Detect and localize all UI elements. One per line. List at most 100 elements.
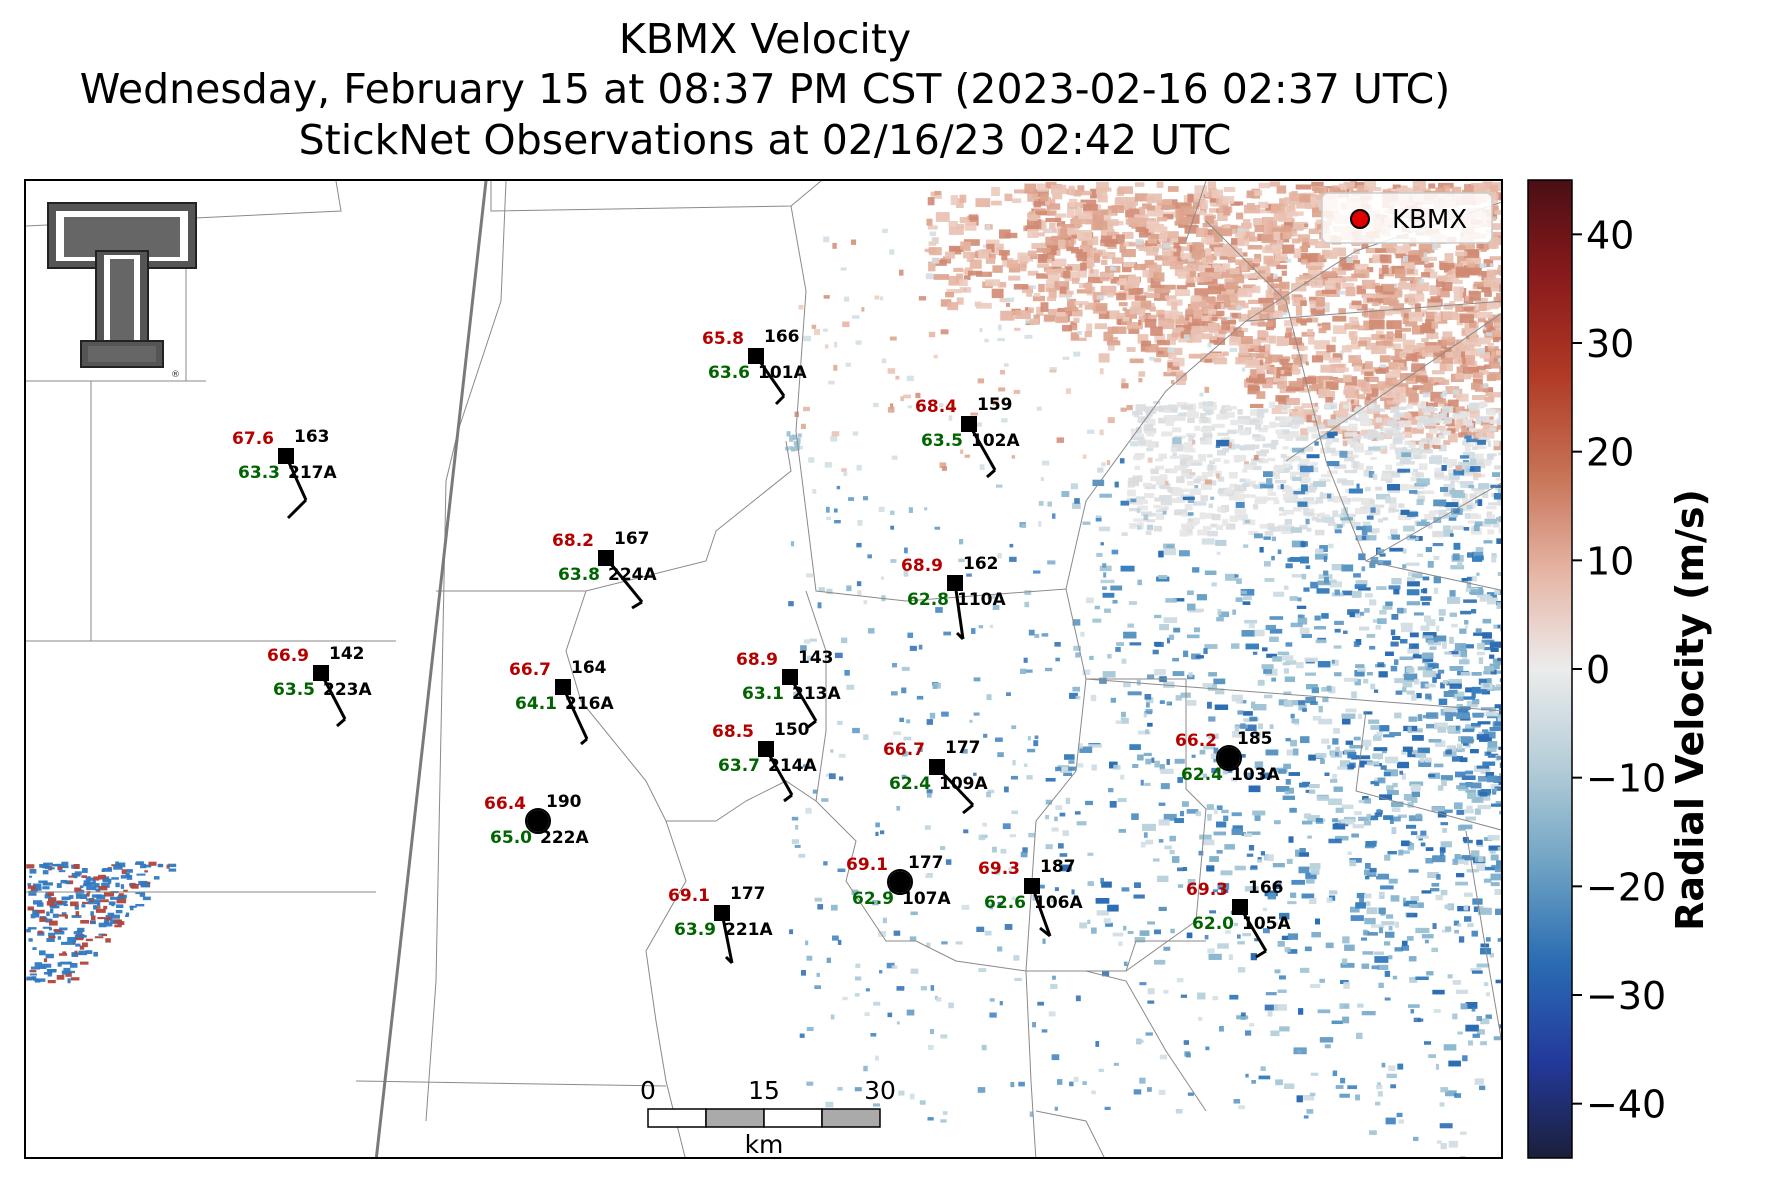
station-temperature: 69.3 (1186, 880, 1228, 900)
station-temperature: 68.2 (552, 531, 594, 551)
station-temperature: 66.2 (1175, 731, 1217, 751)
station-id: 110A (957, 590, 1006, 610)
station-110A[interactable]: 68.9 162 62.8 110A (901, 554, 1006, 641)
station-dewpoint: 62.9 (852, 889, 894, 909)
scale-tick-15: 15 (748, 1076, 780, 1105)
colorbar-tick-label: 30 (1586, 322, 1634, 366)
station-temperature: 67.6 (232, 429, 274, 449)
station-marker-square (555, 679, 571, 695)
station-dewpoint: 62.4 (1181, 765, 1223, 785)
station-dewpoint: 63.9 (674, 920, 716, 940)
title-line-2: Wednesday, February 15 at 08:37 PM CST (… (79, 65, 1451, 113)
station-marker-square (782, 669, 798, 685)
station-temperature: 68.9 (736, 650, 778, 670)
title-line-3: StickNet Observations at 02/16/23 02:42 … (298, 116, 1232, 164)
station-pressure: 164 (571, 658, 607, 678)
station-pressure: 150 (774, 720, 810, 740)
station-224A[interactable]: 68.2 167 63.8 224A (552, 529, 657, 610)
state-boundary (374, 181, 488, 1157)
station-105A[interactable]: 69.3 166 62.0 105A (1186, 878, 1291, 959)
wind-barb-flag (631, 600, 643, 610)
station-101A[interactable]: 65.8 166 63.6 101A (702, 327, 807, 406)
station-dewpoint: 62.8 (907, 590, 949, 610)
station-marker-circle (527, 810, 549, 832)
wind-barb-flag (986, 468, 996, 479)
wind-barb-flag (962, 803, 974, 815)
station-pressure: 163 (294, 427, 330, 447)
map-panel[interactable]: ® 65.8 166 63.6 101A 68.4 159 63.5 102A 67.6 163 6… (24, 179, 1503, 1159)
station-dewpoint: 63.5 (273, 680, 315, 700)
station-217A[interactable]: 67.6 163 63.3 217A (232, 427, 337, 520)
scale-tick-0: 0 (640, 1076, 656, 1105)
wind-barb-flag (580, 737, 588, 746)
station-temperature: 66.7 (883, 740, 925, 760)
station-pressure: 159 (977, 395, 1013, 415)
station-222A[interactable]: 66.4 190 65.0 222A (484, 792, 589, 848)
station-id: 217A (288, 463, 337, 483)
station-id: 213A (792, 684, 841, 704)
station-temperature: 66.7 (509, 660, 551, 680)
station-pressure: 177 (908, 853, 944, 873)
station-marker-square (1024, 878, 1040, 894)
station-id: 107A (902, 889, 951, 909)
wind-barb-flag (724, 955, 734, 965)
station-106A[interactable]: 69.3 187 62.6 106A (978, 857, 1083, 938)
station-pressure: 162 (963, 554, 999, 574)
sticknet-stations: 65.8 166 63.6 101A 68.4 159 63.5 102A 67.6 163 63.… (232, 327, 1291, 965)
colorbar-tick-label: 10 (1586, 539, 1634, 583)
station-id: 216A (565, 694, 614, 714)
station-id: 102A (971, 431, 1020, 451)
station-id: 101A (758, 363, 807, 383)
station-107A[interactable]: 69.1 177 62.9 107A (846, 853, 951, 909)
station-marker-square (961, 416, 977, 432)
wind-barb-flag (774, 394, 786, 406)
station-marker-square (1232, 899, 1248, 915)
station-pressure: 190 (546, 792, 582, 812)
station-102A[interactable]: 68.4 159 63.5 102A (915, 395, 1020, 479)
station-pressure: 167 (614, 529, 650, 549)
scale-tick-30: 30 (864, 1076, 896, 1105)
station-id: 224A (608, 565, 657, 585)
legend-kbmx-marker (1350, 209, 1370, 229)
wind-barb-flag (783, 793, 793, 803)
station-marker-circle (1218, 747, 1240, 769)
station-marker-square (313, 665, 329, 681)
wind-barb-flag (955, 631, 965, 641)
station-109A[interactable]: 66.7 177 62.4 109A (883, 738, 988, 815)
station-pressure: 166 (1248, 878, 1284, 898)
station-221A[interactable]: 69.1 177 63.9 221A (668, 884, 773, 965)
ttu-logo-icon: ® (47, 202, 197, 380)
station-marker-square (758, 741, 774, 757)
wind-barb-shaft (720, 912, 734, 964)
station-marker-circle (889, 871, 911, 893)
station-temperature: 68.9 (901, 556, 943, 576)
station-pressure: 143 (798, 648, 834, 668)
station-pressure: 185 (1237, 729, 1273, 749)
wind-barb-flag (1255, 949, 1267, 959)
station-temperature: 68.5 (712, 722, 754, 742)
station-temperature: 69.1 (846, 855, 888, 875)
station-id: 214A (768, 756, 817, 776)
station-dewpoint: 63.3 (238, 463, 280, 483)
station-id: 106A (1034, 893, 1083, 913)
station-temperature: 66.4 (484, 794, 526, 814)
station-pressure: 177 (730, 884, 766, 904)
station-213A[interactable]: 68.9 143 63.1 213A (736, 648, 841, 729)
colorbar-tick-label: −10 (1586, 757, 1666, 801)
station-103A[interactable]: 66.2 185 62.4 103A (1175, 729, 1280, 785)
station-pressure: 187 (1040, 857, 1076, 877)
wind-barb-flag (807, 719, 817, 729)
station-pressure: 177 (945, 738, 981, 758)
wind-barb-shaft (1030, 885, 1052, 937)
station-214A[interactable]: 68.5 150 63.7 214A (712, 720, 817, 803)
station-dewpoint: 65.0 (490, 828, 532, 848)
station-pressure: 166 (764, 327, 800, 347)
map-legend: KBMX (1321, 192, 1493, 244)
station-223A[interactable]: 66.9 142 63.5 223A (267, 644, 372, 728)
station-temperature: 66.9 (267, 646, 309, 666)
station-id: 222A (540, 828, 589, 848)
station-temperature: 68.4 (915, 397, 957, 417)
station-216A[interactable]: 66.7 164 64.1 216A (509, 658, 614, 746)
station-marker-square (278, 448, 294, 464)
colorbar-label: Radial Velocity (m/s) (1668, 489, 1712, 931)
